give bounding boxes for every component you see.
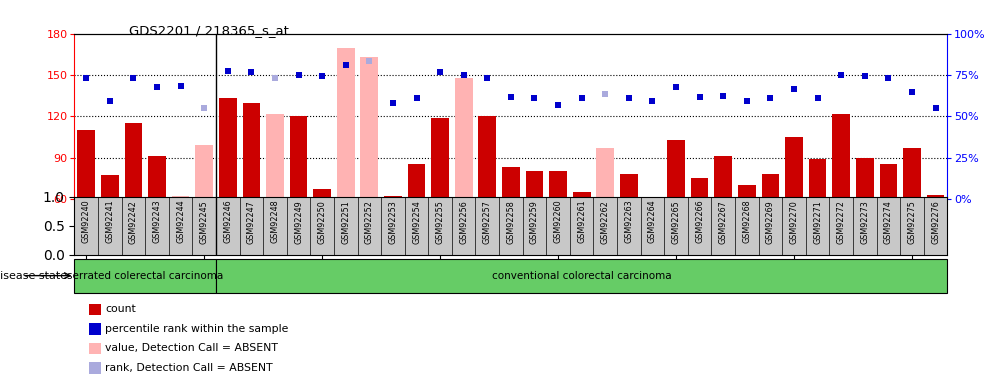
Bar [714, 156, 732, 199]
Text: GSM92241: GSM92241 [105, 200, 114, 243]
Bar [219, 98, 237, 199]
Text: GSM92253: GSM92253 [389, 200, 398, 243]
Bar [620, 174, 638, 199]
Bar [927, 195, 944, 199]
Text: GSM92247: GSM92247 [247, 200, 256, 243]
Bar [313, 189, 331, 199]
Text: GSM92246: GSM92246 [223, 200, 232, 243]
Bar [785, 137, 803, 199]
Bar [195, 145, 213, 199]
Bar [808, 159, 826, 199]
Text: GSM92255: GSM92255 [435, 200, 444, 244]
Bar [172, 196, 189, 199]
Bar [74, 259, 216, 292]
Bar [550, 171, 566, 199]
Bar [478, 116, 496, 199]
Text: GSM92273: GSM92273 [860, 200, 869, 243]
Text: GSM92265: GSM92265 [672, 200, 681, 243]
Text: GSM92260: GSM92260 [554, 200, 562, 243]
Text: GSM92270: GSM92270 [790, 200, 799, 243]
Bar [856, 158, 874, 199]
Text: GSM92254: GSM92254 [412, 200, 421, 243]
Text: GSM92242: GSM92242 [129, 200, 138, 243]
Text: value, Detection Call = ABSENT: value, Detection Call = ABSENT [105, 344, 278, 353]
Text: GSM92276: GSM92276 [931, 200, 940, 243]
Text: GSM92245: GSM92245 [199, 200, 208, 243]
Text: percentile rank within the sample: percentile rank within the sample [105, 324, 289, 334]
Text: conventional colorectal carcinoma: conventional colorectal carcinoma [492, 271, 672, 280]
Bar [832, 114, 850, 199]
Text: GSM92256: GSM92256 [459, 200, 468, 243]
Text: GSM92271: GSM92271 [813, 200, 822, 243]
Text: GSM92250: GSM92250 [317, 200, 326, 243]
Bar [216, 259, 947, 292]
Text: GSM92262: GSM92262 [601, 200, 610, 243]
Text: GSM92269: GSM92269 [766, 200, 775, 243]
Text: GSM92259: GSM92259 [530, 200, 539, 244]
Bar [360, 57, 378, 199]
Text: GSM92257: GSM92257 [483, 200, 492, 244]
Text: GSM92251: GSM92251 [341, 200, 350, 243]
Bar [266, 114, 284, 199]
Text: disease state: disease state [0, 271, 67, 280]
Text: GSM92264: GSM92264 [648, 200, 657, 243]
Text: GSM92258: GSM92258 [506, 200, 516, 243]
Text: GSM92243: GSM92243 [153, 200, 162, 243]
Text: serrated colerectal carcinoma: serrated colerectal carcinoma [67, 271, 223, 280]
Text: GSM92249: GSM92249 [294, 200, 303, 243]
Bar [502, 167, 520, 199]
Bar [290, 116, 308, 199]
Bar [455, 78, 472, 199]
Text: GSM92240: GSM92240 [81, 200, 90, 243]
Bar [148, 156, 166, 199]
Text: GSM92266: GSM92266 [695, 200, 704, 243]
Text: GSM92274: GSM92274 [884, 200, 893, 243]
Bar [101, 176, 119, 199]
Text: GSM92248: GSM92248 [271, 200, 280, 243]
Bar [762, 174, 780, 199]
Bar [738, 185, 756, 199]
Text: count: count [105, 304, 136, 314]
Bar [432, 118, 449, 199]
Text: GSM92268: GSM92268 [742, 200, 751, 243]
Text: GDS2201 / 218365_s_at: GDS2201 / 218365_s_at [129, 24, 289, 38]
Bar [572, 192, 590, 199]
Text: GSM92252: GSM92252 [365, 200, 374, 244]
Bar [903, 148, 921, 199]
Text: GSM92244: GSM92244 [176, 200, 186, 243]
Bar [880, 164, 897, 199]
Bar [384, 196, 402, 199]
Bar [526, 171, 544, 199]
Text: GSM92272: GSM92272 [836, 200, 846, 244]
Bar [690, 178, 708, 199]
Text: rank, Detection Call = ABSENT: rank, Detection Call = ABSENT [105, 363, 273, 373]
Text: GSM92275: GSM92275 [908, 200, 917, 244]
Bar [125, 123, 142, 199]
Bar [668, 140, 684, 199]
Bar [77, 130, 95, 199]
Text: GSM92263: GSM92263 [624, 200, 633, 243]
Bar [242, 102, 260, 199]
Text: GSM92261: GSM92261 [577, 200, 586, 243]
Text: GSM92267: GSM92267 [719, 200, 728, 243]
Bar [408, 164, 426, 199]
Bar [337, 48, 354, 199]
Bar [596, 148, 614, 199]
